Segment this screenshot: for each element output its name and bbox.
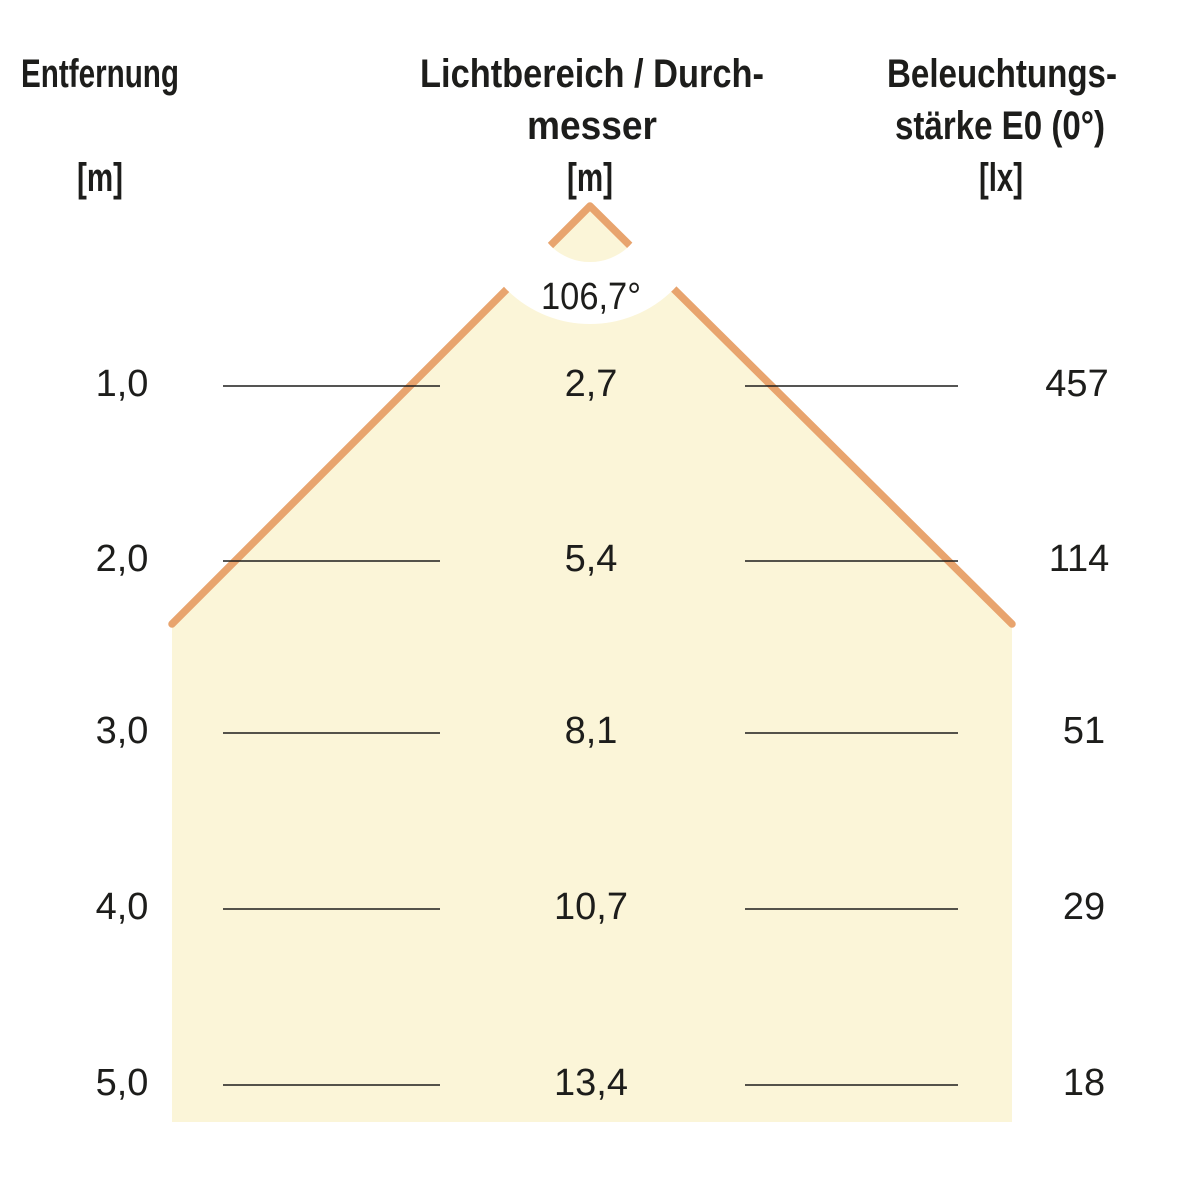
diameter-value-row1: 2,7 <box>565 363 618 405</box>
distance-value-row3: 3,0 <box>96 710 149 752</box>
header-illuminance-line2: stärke E0 (0°) <box>895 104 1105 148</box>
beam-angle-band <box>472 204 708 324</box>
header-illuminance-line1: Beleuchtungs- <box>887 52 1117 96</box>
header-distance: Entfernung <box>21 52 179 96</box>
header-distance-unit: [m] <box>77 156 123 200</box>
beam-angle-label: 106,7° <box>541 276 641 318</box>
header-diameter-line1: Lichtbereich / Durch- <box>420 52 764 96</box>
header-diameter-line2: messer <box>527 104 657 148</box>
illuminance-value-row1: 457 <box>1045 363 1108 405</box>
illuminance-value-row3: 51 <box>1063 710 1105 752</box>
header-illuminance-unit: [lx] <box>979 156 1023 200</box>
beam-cone-fill <box>172 206 1012 1122</box>
illuminance-value-row4: 29 <box>1063 886 1105 928</box>
distance-value-row4: 4,0 <box>96 886 149 928</box>
diameter-value-row5: 13,4 <box>554 1062 628 1104</box>
header-diameter-unit: [m] <box>567 156 613 200</box>
diagram-text-layer: Entfernung [m] Lichtbereich / Durch- mes… <box>21 52 1117 1104</box>
diameter-value-row3: 8,1 <box>565 710 618 752</box>
diameter-value-row4: 10,7 <box>554 886 628 928</box>
illuminance-value-row5: 18 <box>1063 1062 1105 1104</box>
distance-value-row2: 2,0 <box>96 538 149 580</box>
illuminance-value-row2: 114 <box>1049 538 1110 580</box>
distance-value-row1: 1,0 <box>96 363 149 405</box>
diameter-value-row2: 5,4 <box>565 538 618 580</box>
beam-cone-edges <box>168 202 1016 628</box>
distance-value-row5: 5,0 <box>96 1062 149 1104</box>
